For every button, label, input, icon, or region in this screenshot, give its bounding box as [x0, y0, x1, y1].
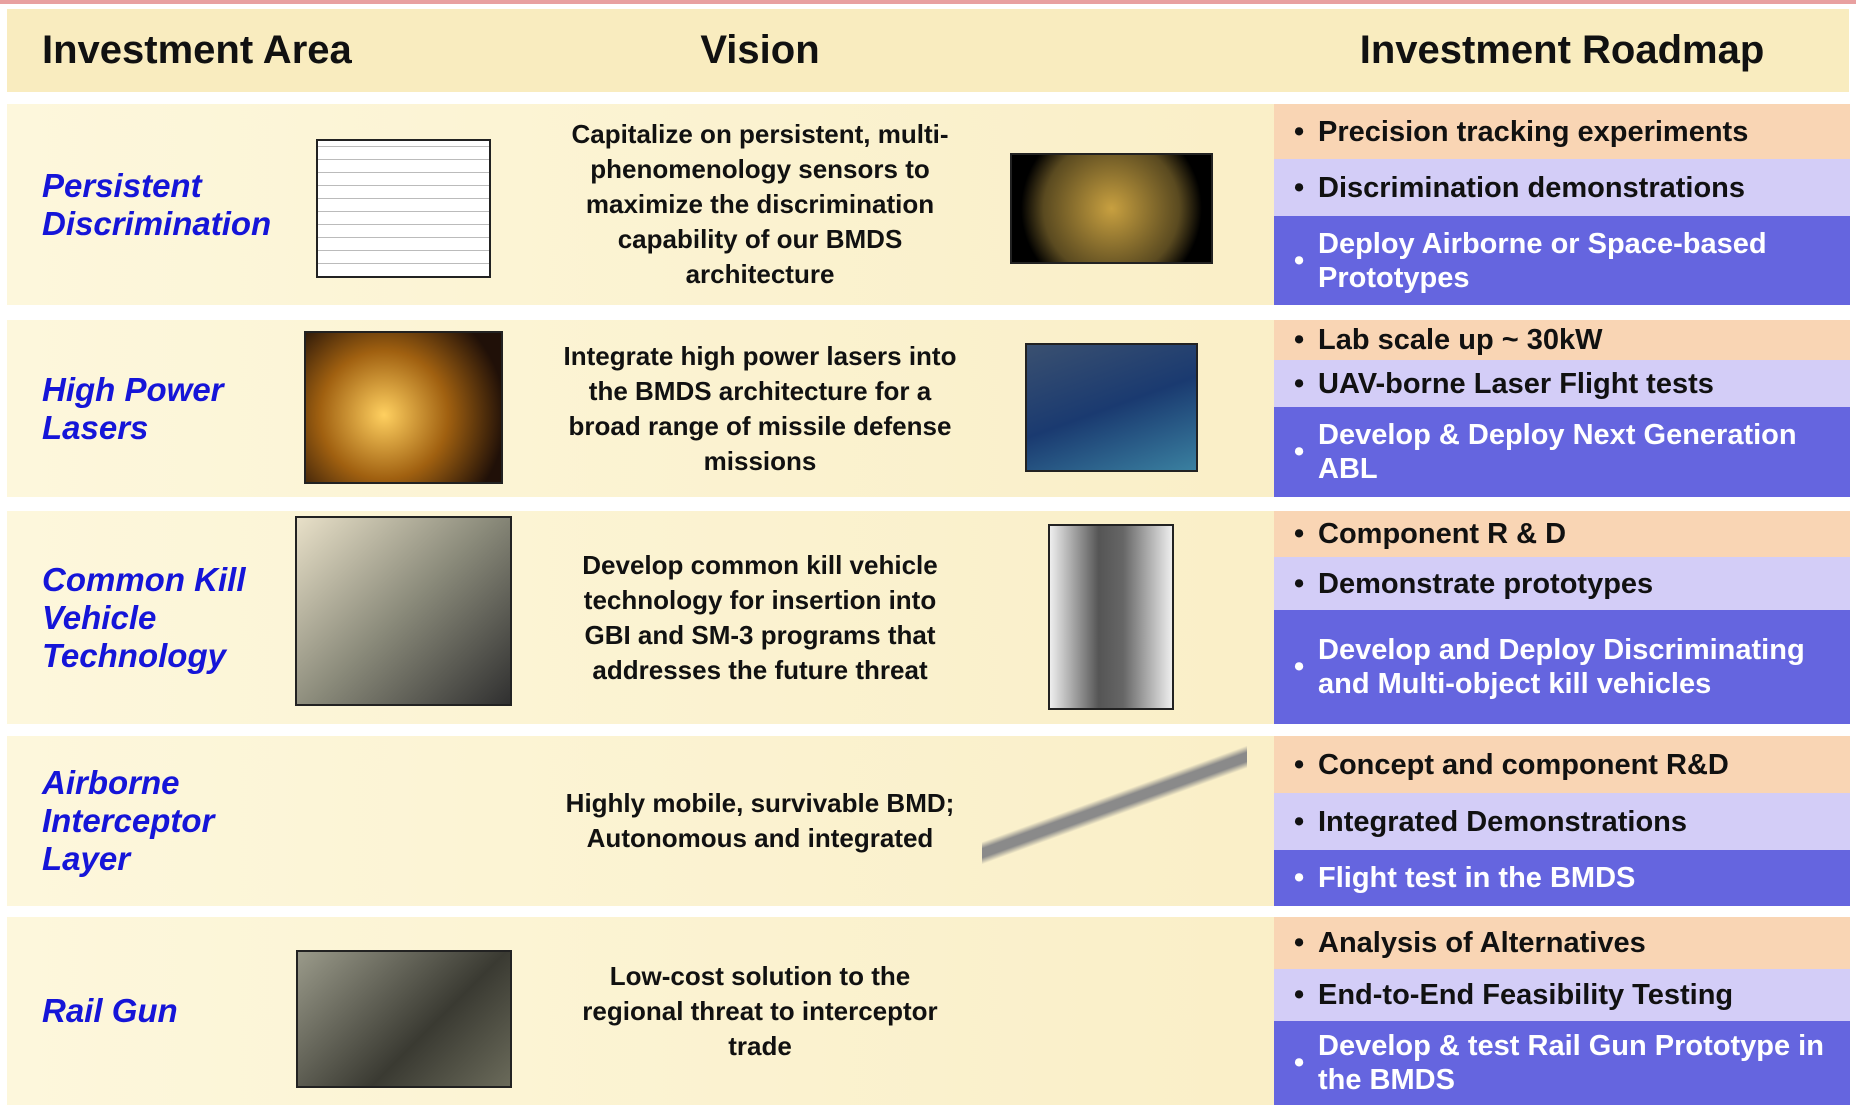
roadmap-item: Integrated Demonstrations — [1274, 793, 1850, 850]
illustration — [296, 950, 512, 1088]
roadmap-item: Develop & Deploy Next Generation ABL — [1274, 407, 1850, 497]
vision-text: Integrate high power lasers into the BMD… — [563, 340, 957, 476]
vision-text: Develop common kill vehicle technology f… — [582, 549, 938, 685]
illustration — [1048, 524, 1174, 710]
investment-area: High Power Lasers — [42, 370, 224, 446]
roadmap-item: Deploy Airborne or Space-based Prototype… — [1274, 216, 1850, 305]
investment-area: Common Kill Vehicle Technology — [42, 560, 246, 674]
illustration — [304, 331, 503, 484]
header-band — [7, 9, 1849, 92]
illustration — [1025, 343, 1198, 472]
column-header: Investment Area — [42, 28, 352, 72]
roadmap-item: Discrimination demonstrations — [1274, 159, 1850, 216]
roadmap-item: Develop and Deploy Discriminating and Mu… — [1274, 610, 1850, 724]
roadmap-item: Precision tracking experiments — [1274, 104, 1850, 159]
investment-area: Rail Gun — [42, 992, 178, 1029]
roadmap-item: Demonstrate prototypes — [1274, 557, 1850, 610]
vision-text: Highly mobile, survivable BMD; Autonomou… — [565, 788, 955, 853]
vision-text: Low-cost solution to the regional threat… — [582, 960, 938, 1061]
roadmap-item: UAV-borne Laser Flight tests — [1274, 360, 1850, 407]
investment-area: Persistent Discrimination — [42, 166, 272, 242]
top-rule — [0, 0, 1856, 4]
illustration — [295, 516, 512, 706]
roadmap-item: Lab scale up ~ 30kW — [1274, 320, 1850, 360]
roadmap-item: Flight test in the BMDS — [1274, 850, 1850, 906]
illustration — [982, 740, 1247, 870]
roadmap-item: Concept and component R&D — [1274, 736, 1850, 793]
illustration — [1010, 153, 1213, 264]
column-header: Vision — [700, 28, 820, 72]
roadmap-item: Develop & test Rail Gun Prototype in the… — [1274, 1021, 1850, 1105]
illustration — [316, 139, 491, 278]
roadmap-item: End-to-End Feasibility Testing — [1274, 969, 1850, 1021]
roadmap-item: Analysis of Alternatives — [1274, 917, 1850, 969]
roadmap-item: Component R & D — [1274, 511, 1850, 557]
investment-area: Airborne Interceptor Layer — [42, 764, 215, 877]
vision-text: Capitalize on persistent, multi-phenomen… — [571, 119, 949, 289]
column-header: Investment Roadmap — [1359, 28, 1765, 72]
